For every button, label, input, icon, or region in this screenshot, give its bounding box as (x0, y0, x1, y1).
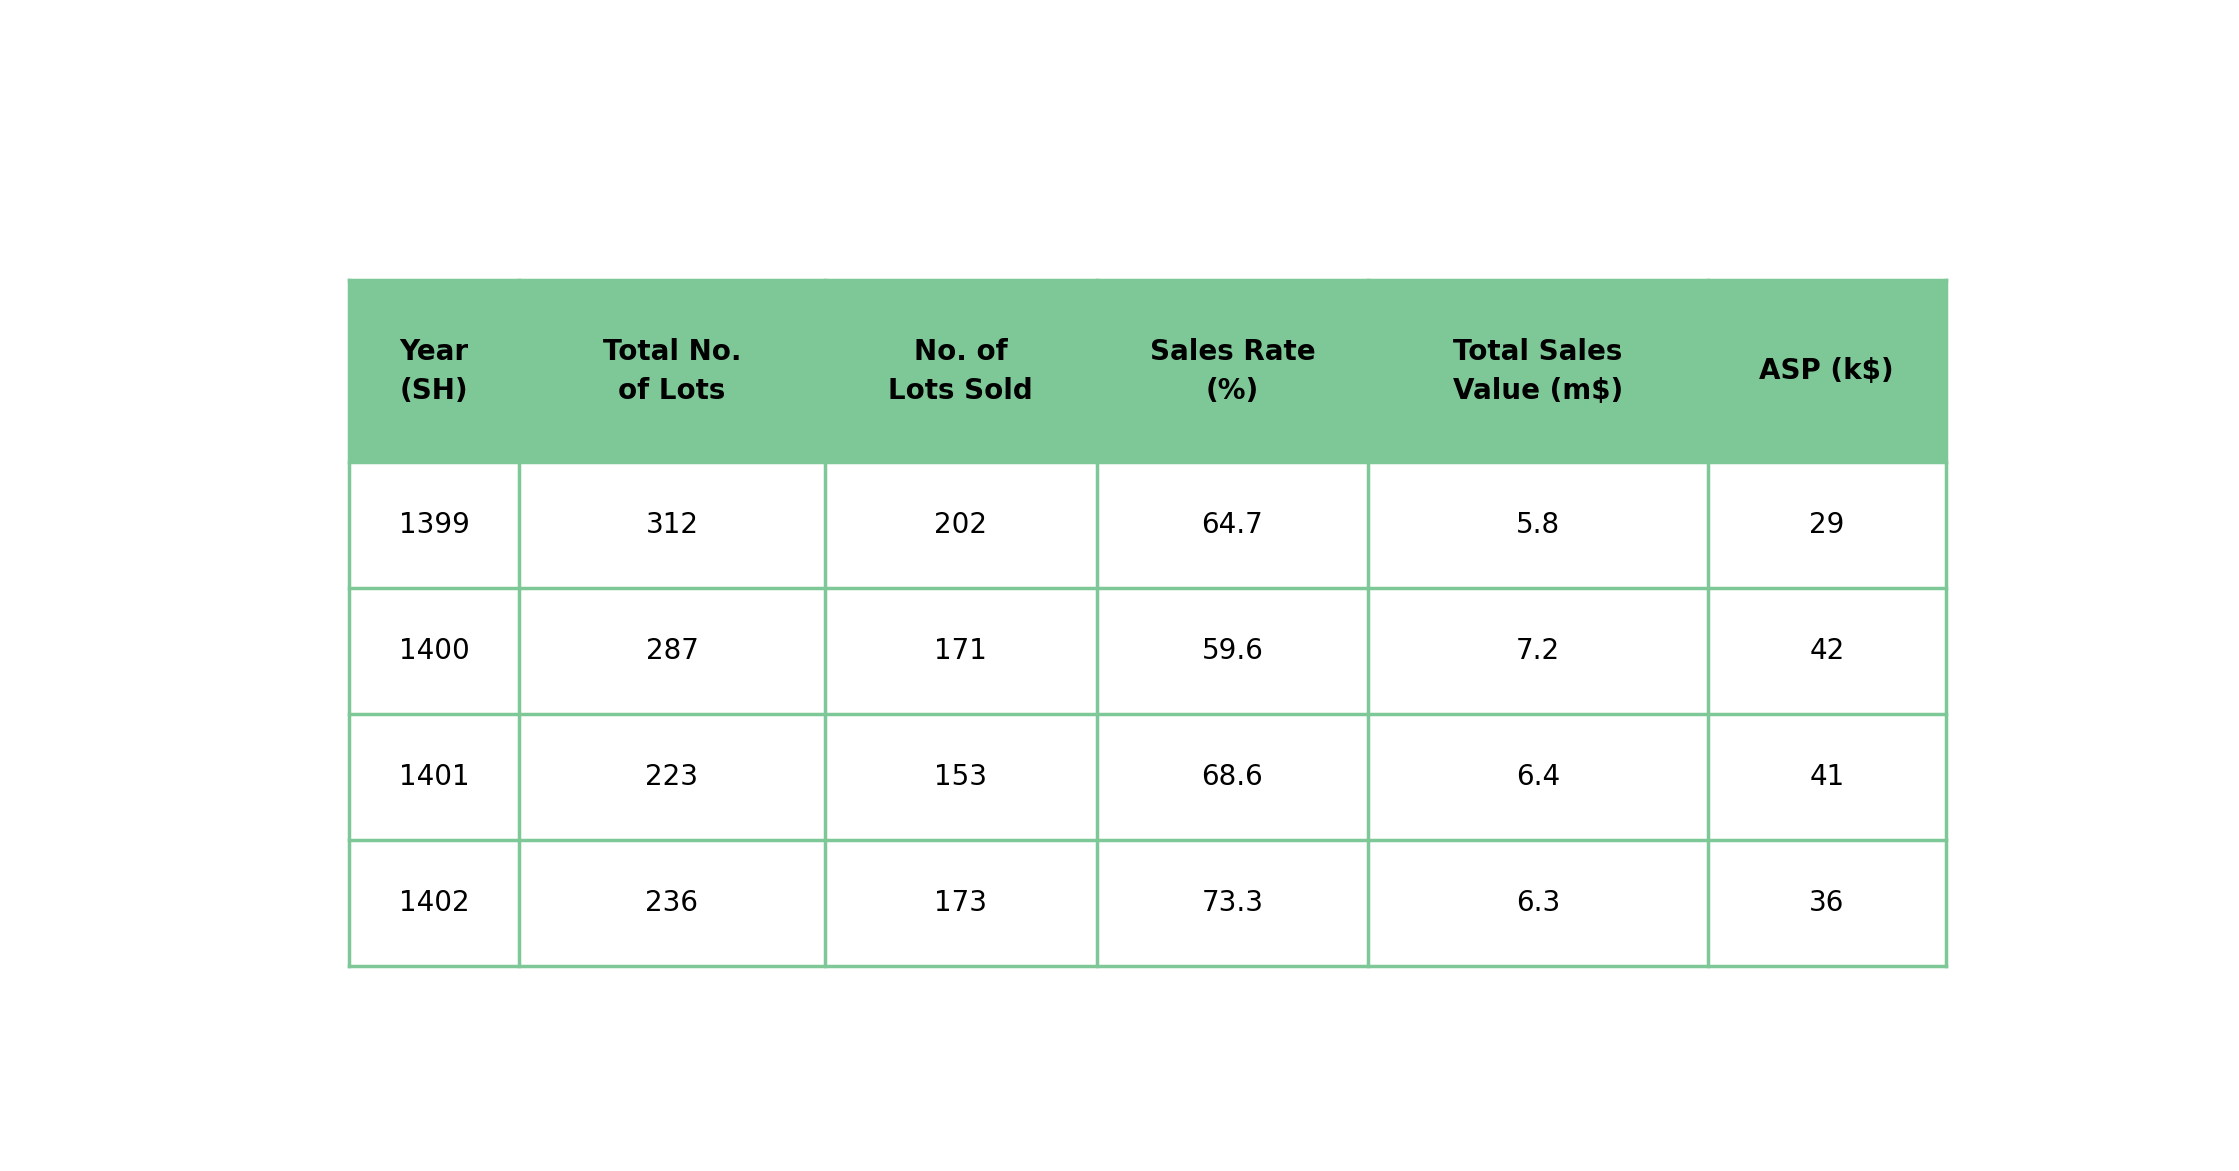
Text: 312: 312 (645, 511, 699, 539)
Text: Sales Rate
(%): Sales Rate (%) (1149, 337, 1314, 404)
Text: 171: 171 (934, 637, 987, 665)
Text: No. of
Lots Sold: No. of Lots Sold (889, 337, 1032, 404)
Text: 68.6: 68.6 (1202, 762, 1263, 790)
Text: 153: 153 (934, 762, 987, 790)
Bar (349, 588, 519, 713)
Text: 59.6: 59.6 (1202, 637, 1263, 665)
Text: Year
(SH): Year (SH) (399, 337, 468, 404)
Text: 73.3: 73.3 (1202, 889, 1263, 917)
Text: 173: 173 (934, 889, 987, 917)
Text: 223: 223 (645, 762, 699, 790)
Text: 7.2: 7.2 (1516, 637, 1561, 665)
Text: 1399: 1399 (399, 511, 470, 539)
Bar (349, 280, 519, 461)
Text: ASP (k$): ASP (k$) (1760, 357, 1894, 385)
Bar (349, 713, 519, 840)
Text: 1401: 1401 (399, 762, 470, 790)
Text: 202: 202 (934, 511, 987, 539)
Bar (349, 840, 519, 966)
Text: 36: 36 (1809, 889, 1845, 917)
Text: Total No.
of Lots: Total No. of Lots (602, 337, 741, 404)
Bar (349, 461, 519, 588)
Text: 29: 29 (1809, 511, 1845, 539)
Text: 1400: 1400 (399, 637, 470, 665)
Text: 236: 236 (645, 889, 699, 917)
Text: 6.3: 6.3 (1516, 889, 1561, 917)
Text: 1402: 1402 (399, 889, 470, 917)
Text: 64.7: 64.7 (1202, 511, 1263, 539)
Text: 42: 42 (1809, 637, 1845, 665)
Text: Total Sales
Value (m$): Total Sales Value (m$) (1453, 337, 1623, 404)
Text: 6.4: 6.4 (1516, 762, 1561, 790)
Text: 41: 41 (1809, 762, 1845, 790)
Text: 5.8: 5.8 (1516, 511, 1561, 539)
Text: 287: 287 (645, 637, 699, 665)
